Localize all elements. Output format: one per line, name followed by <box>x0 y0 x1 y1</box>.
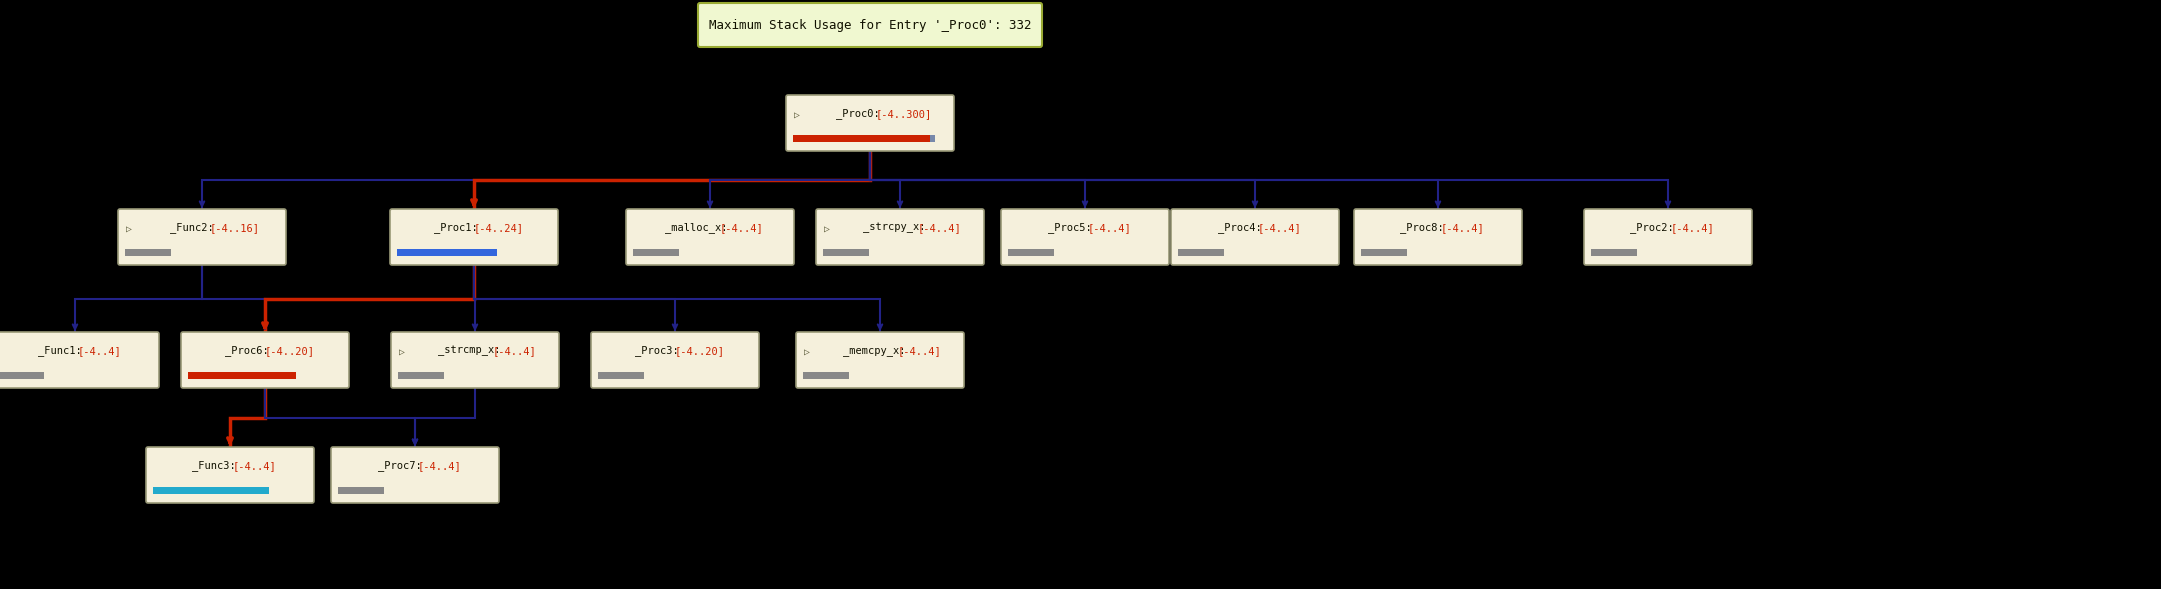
Text: [-4..4]: [-4..4] <box>78 346 121 356</box>
Bar <box>804 372 849 379</box>
Text: _Func2:: _Func2: <box>171 223 220 233</box>
Text: [-4..24]: [-4..24] <box>473 223 523 233</box>
Text: ▷: ▷ <box>793 110 800 120</box>
FancyBboxPatch shape <box>389 209 558 265</box>
Text: [-4..20]: [-4..20] <box>674 346 724 356</box>
Text: [-4..16]: [-4..16] <box>210 223 259 233</box>
Text: ▷: ▷ <box>125 224 132 234</box>
FancyBboxPatch shape <box>817 209 983 265</box>
Bar <box>1590 249 1638 256</box>
Text: Maximum Stack Usage for Entry '_Proc0': 332: Maximum Stack Usage for Entry '_Proc0': … <box>709 18 1031 31</box>
Text: _Proc1:: _Proc1: <box>434 223 484 233</box>
Text: _Proc4:: _Proc4: <box>1217 223 1269 233</box>
Text: [-4..4]: [-4..4] <box>417 461 460 471</box>
FancyBboxPatch shape <box>795 332 964 388</box>
FancyBboxPatch shape <box>0 332 160 388</box>
FancyBboxPatch shape <box>698 3 1042 47</box>
Bar <box>1178 249 1223 256</box>
Text: ▷: ▷ <box>823 224 830 234</box>
Text: [-4..4]: [-4..4] <box>233 461 277 471</box>
FancyBboxPatch shape <box>1584 209 1753 265</box>
FancyBboxPatch shape <box>627 209 793 265</box>
Text: _Func3:: _Func3: <box>192 461 242 471</box>
FancyBboxPatch shape <box>1001 209 1169 265</box>
Text: [-4..4]: [-4..4] <box>918 223 962 233</box>
FancyBboxPatch shape <box>119 209 285 265</box>
Bar <box>398 372 445 379</box>
Text: _Proc6:: _Proc6: <box>225 346 274 356</box>
FancyBboxPatch shape <box>787 95 953 151</box>
Text: _malloc_x:: _malloc_x: <box>666 223 735 233</box>
Text: _strcmp_x:: _strcmp_x: <box>439 346 506 356</box>
FancyBboxPatch shape <box>1171 209 1340 265</box>
Bar <box>1007 249 1055 256</box>
Text: _Proc0:: _Proc0: <box>836 108 886 120</box>
Bar <box>823 249 869 256</box>
Text: [-4..4]: [-4..4] <box>720 223 763 233</box>
FancyBboxPatch shape <box>147 447 313 503</box>
Text: _strcpy_x:: _strcpy_x: <box>862 223 931 233</box>
Bar <box>125 249 171 256</box>
Text: _Proc3:: _Proc3: <box>635 346 685 356</box>
FancyBboxPatch shape <box>331 447 499 503</box>
Text: _Func1:: _Func1: <box>37 346 86 356</box>
Text: [-4..20]: [-4..20] <box>266 346 316 356</box>
FancyBboxPatch shape <box>182 332 348 388</box>
Text: _Proc8:: _Proc8: <box>1400 223 1450 233</box>
FancyBboxPatch shape <box>1355 209 1521 265</box>
Text: _memcpy_x:: _memcpy_x: <box>843 346 912 356</box>
FancyBboxPatch shape <box>391 332 560 388</box>
Bar <box>931 135 936 142</box>
Text: _Proc2:: _Proc2: <box>1632 223 1681 233</box>
Text: [-4..4]: [-4..4] <box>1441 223 1485 233</box>
FancyBboxPatch shape <box>590 332 759 388</box>
Text: ▷: ▷ <box>804 347 810 357</box>
Text: _Proc7:: _Proc7: <box>378 461 428 471</box>
Bar <box>1361 249 1407 256</box>
Text: [-4..4]: [-4..4] <box>1258 223 1301 233</box>
Text: [-4..300]: [-4..300] <box>875 109 931 119</box>
Bar <box>793 135 931 142</box>
Text: [-4..4]: [-4..4] <box>1670 223 1714 233</box>
Text: [-4..4]: [-4..4] <box>1087 223 1130 233</box>
Bar <box>633 249 679 256</box>
Bar <box>337 487 385 494</box>
Text: _Proc5:: _Proc5: <box>1048 223 1098 233</box>
Bar <box>153 487 268 494</box>
Bar <box>0 372 43 379</box>
Bar <box>599 372 644 379</box>
Text: [-4..4]: [-4..4] <box>493 346 536 356</box>
Text: ▷: ▷ <box>400 347 404 357</box>
Text: [-4..4]: [-4..4] <box>899 346 942 356</box>
Bar <box>398 249 497 256</box>
Bar <box>188 372 296 379</box>
